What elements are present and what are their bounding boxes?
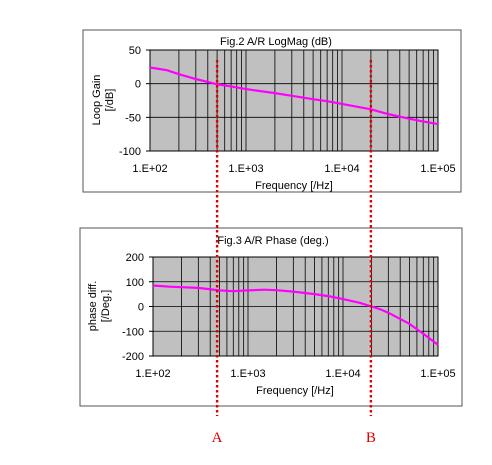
- y-tick-label: 100: [126, 277, 144, 289]
- chart-loop-gain-x-ticks: 1.E+02 1.E+03 1.E+04 1.E+05: [132, 163, 455, 175]
- x-tick-label: 1.E+04: [325, 368, 360, 380]
- y-tick-label: -100: [119, 146, 141, 158]
- chart-loop-gain-series-line: [149, 66, 439, 126]
- y-tick-label: 200: [126, 252, 144, 264]
- y-tick-label: 0: [135, 79, 141, 91]
- y-tick-label: -100: [122, 326, 144, 338]
- y-label-line: phase diff.: [87, 281, 99, 332]
- chart-phase-series-line: [152, 284, 439, 346]
- chart-phase-x-label: Frequency [/Hz]: [256, 385, 334, 397]
- chart-phase-grid: [153, 257, 438, 356]
- chart-loop-gain: Fig.2 A/R LogMag (dB) 500-50-100 1.E+02 1…: [82, 29, 462, 193]
- x-tick-label: 1.E+03: [228, 163, 263, 175]
- x-tick-label: 1.E+03: [230, 368, 265, 380]
- x-tick-label: 1.E+04: [324, 163, 359, 175]
- x-tick-label: 1.E+05: [420, 163, 455, 175]
- chart-loop-gain-y-ticks: 50 0 -50 -100: [119, 45, 150, 158]
- chart-loop-gain-x-label: Frequency [/Hz]: [255, 180, 333, 192]
- chart-loop-gain-plot-area: [149, 49, 439, 152]
- x-tick-label: 1.E+05: [420, 368, 455, 380]
- chart-phase-y-label: phase diff.[/Deg.]: [87, 281, 112, 332]
- x-tick-label: 1.E+02: [135, 368, 170, 380]
- chart-phase-y-ticks: 200 100 0 -100 -200: [122, 252, 153, 363]
- chart-phase: Fig.3 A/R Phase (deg.) 200 100 0 -100 -200 1…: [79, 227, 463, 407]
- marker-label-a: A: [212, 430, 223, 446]
- y-label-line: [/dB]: [104, 89, 116, 112]
- y-label-line: [/Deg.]: [100, 290, 112, 322]
- chart-loop-gain-title: Fig.2 A/R LogMag (dB): [220, 36, 332, 48]
- chart-phase-title: Fig.3 A/R Phase (deg.): [217, 235, 328, 247]
- y-tick-label: 50: [129, 45, 141, 57]
- y-tick-label: -200: [122, 351, 144, 363]
- y-label-line: Loop Gain: [91, 75, 103, 126]
- y-tick-label: -50: [125, 112, 141, 124]
- marker-label-b: B: [366, 430, 376, 446]
- chart-loop-gain-grid: [150, 50, 438, 151]
- chart-phase-x-ticks: 1.E+02 1.E+03 1.E+04 1.E+05: [135, 368, 455, 380]
- x-tick-label: 1.E+02: [132, 163, 167, 175]
- y-tick-label: 0: [138, 302, 144, 314]
- chart-loop-gain-y-label: Loop Gain[/dB]: [91, 75, 116, 126]
